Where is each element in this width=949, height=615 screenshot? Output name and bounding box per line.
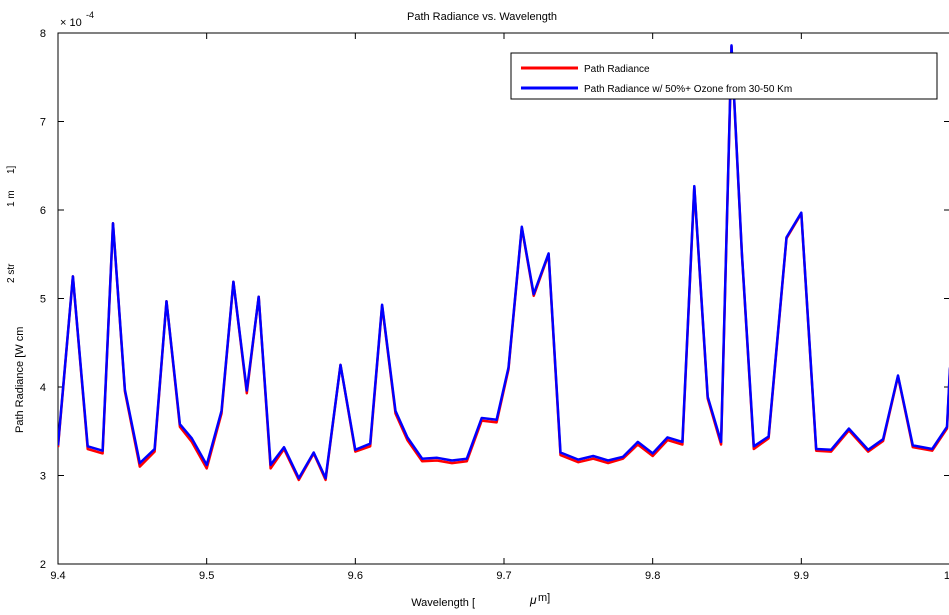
series-line-ozone <box>58 44 949 480</box>
y-tick-label: 2 <box>40 559 46 571</box>
x-tick-label: 9.9 <box>794 570 809 582</box>
y-tick-label: 7 <box>40 117 46 129</box>
y-axis-label-exp2-group: 1 m <box>6 190 17 207</box>
y-exponent-base: × 10 <box>60 17 82 29</box>
x-tick-label: 9.5 <box>199 570 214 582</box>
x-tick-label: 9.7 <box>496 570 511 582</box>
y-axis-label-group: Path Radiance [W cm <box>14 327 26 433</box>
y-axis-label-exp1: 2 str <box>6 263 17 283</box>
series-lines <box>58 44 949 482</box>
x-axis-label-unit: m] <box>538 592 550 604</box>
y-axis-label-exp2: 1 m <box>6 190 17 207</box>
x-tick-label: 9.4 <box>50 570 65 582</box>
y-axis-label: Path Radiance [W cm <box>14 327 26 433</box>
x-tick-label: 9.8 <box>645 570 660 582</box>
y-axis-label-exp1-group: 2 str <box>6 263 17 283</box>
x-axis-label: Wavelength [ <box>411 597 475 609</box>
axis-ticks <box>57 32 949 565</box>
y-tick-label: 8 <box>40 28 46 40</box>
legend-label-ozone: Path Radiance w/ 50%+ Ozone from 30-50 K… <box>584 84 792 95</box>
series-line-path-radiance <box>58 45 949 482</box>
axis-tick-labels: 9.4 9.5 9.6 9.7 9.8 9.9 10 2 3 4 5 6 7 8 <box>40 28 949 582</box>
x-axis-label-mu: μ <box>529 593 537 607</box>
legend-label-path-radiance: Path Radiance <box>584 64 650 75</box>
plot-frame <box>57 32 949 565</box>
y-tick-label: 5 <box>40 294 46 306</box>
y-axis-label-exp3-group: 1] <box>6 165 17 174</box>
y-tick-label: 6 <box>40 205 46 217</box>
y-tick-label: 4 <box>40 382 46 394</box>
y-axis-label-exp3: 1] <box>6 165 17 174</box>
chart-title: Path Radiance vs. Wavelength <box>407 11 557 23</box>
legend: Path Radiance Path Radiance w/ 50%+ Ozon… <box>510 52 938 100</box>
y-exponent-power: -4 <box>86 10 94 20</box>
y-tick-label: 3 <box>40 471 46 483</box>
x-tick-label: 10 <box>944 570 949 582</box>
legend-box <box>510 52 938 100</box>
x-tick-label: 9.6 <box>348 570 363 582</box>
